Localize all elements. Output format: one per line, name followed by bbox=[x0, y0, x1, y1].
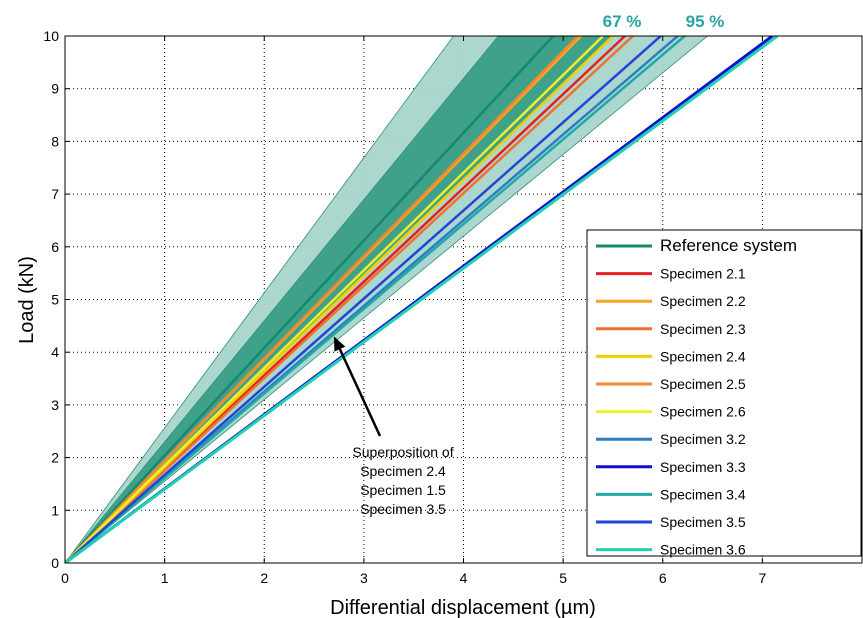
annotation-line-1: Superposition of bbox=[352, 444, 453, 460]
series-line-6 bbox=[65, 36, 604, 563]
series-line-9 bbox=[65, 36, 686, 563]
series-line-3 bbox=[65, 36, 634, 563]
y-tick-label: 4 bbox=[51, 344, 59, 360]
annotation-arrow-head bbox=[333, 336, 346, 352]
series-line-5 bbox=[65, 36, 579, 563]
x-tick-label: 6 bbox=[659, 570, 667, 586]
legend-label: Reference system bbox=[660, 236, 797, 255]
legend-label: Specimen 2.6 bbox=[660, 404, 746, 420]
x-tick-label: 2 bbox=[260, 570, 268, 586]
series-line-11 bbox=[65, 36, 779, 563]
legend-label: Specimen 2.5 bbox=[660, 376, 746, 392]
legend-label: Specimen 3.2 bbox=[660, 431, 746, 447]
annotation-arrow bbox=[338, 348, 382, 437]
y-tick-label: 8 bbox=[51, 133, 59, 149]
legend-label: Specimen 3.4 bbox=[660, 486, 746, 502]
legend-label: Specimen 2.1 bbox=[660, 266, 746, 282]
y-tick-label: 9 bbox=[51, 81, 59, 97]
y-tick-label: 5 bbox=[51, 292, 59, 308]
x-axis-label: Differential displacement (µm) bbox=[330, 597, 596, 618]
legend-label: Specimen 2.2 bbox=[660, 293, 746, 309]
y-tick-label: 7 bbox=[51, 186, 59, 202]
x-tick-label: 4 bbox=[460, 570, 468, 586]
annotation-line-4: Specimen 3.5 bbox=[360, 501, 446, 517]
y-tick-label: 0 bbox=[51, 555, 59, 571]
y-tick-label: 10 bbox=[43, 28, 59, 44]
y-tick-label: 6 bbox=[51, 239, 59, 255]
y-tick-label: 2 bbox=[51, 450, 59, 466]
legend-label: Specimen 3.6 bbox=[660, 542, 746, 558]
legend-label: Specimen 3.3 bbox=[660, 459, 746, 475]
band-label-95: 95 % bbox=[686, 12, 725, 31]
series-line-10 bbox=[65, 36, 662, 563]
x-tick-label: 5 bbox=[559, 570, 567, 586]
x-tick-label: 1 bbox=[161, 570, 169, 586]
y-tick-label: 3 bbox=[51, 397, 59, 413]
legend-box bbox=[586, 229, 862, 557]
y-axis-label: Load (kN) bbox=[16, 256, 38, 344]
annotation-line-3: Specimen 1.5 bbox=[360, 482, 446, 498]
band-95 bbox=[65, 36, 709, 563]
annotation: Superposition of Specimen 2.4 Specimen 1… bbox=[333, 336, 454, 517]
legend-label: Specimen 2.3 bbox=[660, 321, 746, 337]
x-tick-label: 7 bbox=[758, 570, 766, 586]
legend: Reference system Specimen 2.1 Specimen 2.2… bbox=[586, 229, 862, 558]
series-lines bbox=[65, 36, 779, 563]
legend-label: Specimen 2.4 bbox=[660, 348, 746, 364]
x-tick-label: 0 bbox=[61, 570, 69, 586]
series-line-0 bbox=[65, 36, 555, 563]
legend-label: Specimen 3.5 bbox=[660, 514, 746, 530]
x-tick-label: 3 bbox=[360, 570, 368, 586]
y-tick-label: 1 bbox=[51, 502, 59, 518]
band-label-67: 67 % bbox=[603, 12, 642, 31]
annotation-line-2: Specimen 2.4 bbox=[360, 463, 446, 479]
axis-ticks: 0 1 2 3 4 5 6 7 0 1 2 3 4 5 6 7 8 9 10 bbox=[43, 28, 862, 586]
